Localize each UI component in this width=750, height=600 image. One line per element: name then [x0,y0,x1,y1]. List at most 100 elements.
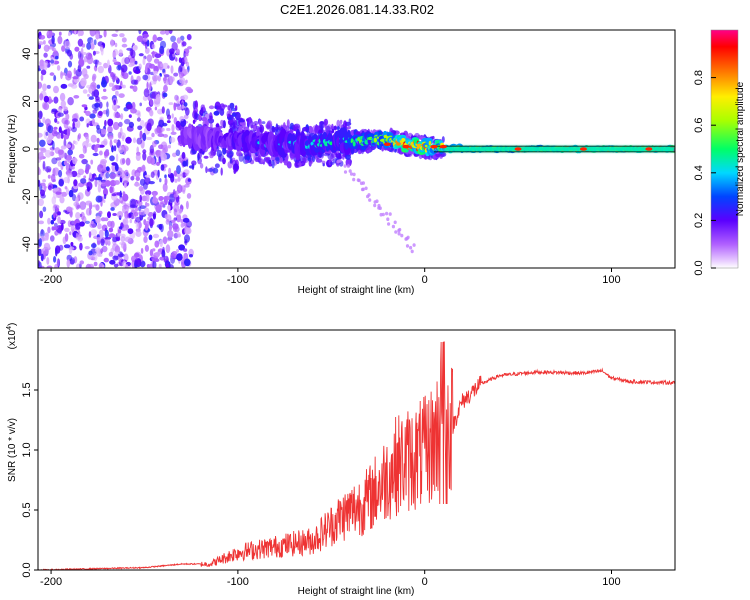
spectrogram-x-axis: -200 -100 0 100 [40,268,621,286]
spectrogram-cell [43,102,50,111]
spectrogram-cell [56,134,62,139]
spectrogram-cell [312,155,316,163]
spectrogram-cell [93,39,97,46]
spectrogram-cell [398,227,402,232]
spectrogram-cell [86,42,92,50]
spectrogram-cell [283,122,286,130]
spectrogram-y-tick-label: -40 [21,236,33,252]
spectrogram-cell [168,210,172,214]
spectrogram-cell [101,245,108,253]
spectrogram-cell [68,189,74,198]
spectrogram-cell [68,246,75,250]
spectrogram-cell [64,119,70,125]
spectrogram-cell [147,212,154,217]
spectrogram-cell [182,68,189,75]
spectrogram-ridge-peak [373,137,377,143]
spectrogram-cell [128,114,132,118]
spectrogram-cell [136,146,139,154]
spectrogram-cell [108,251,114,257]
spectrogram-cell [86,65,91,69]
spectrogram-cell [181,104,185,109]
spectrogram-cell [84,134,89,140]
snr-x-label: Height of straight line (km) [298,586,415,597]
spectrogram-cell [117,131,122,139]
spectrogram-cell [39,59,45,67]
spectrogram-cell [111,33,118,37]
spectrogram-cell [98,110,103,116]
spectrogram-cell [103,62,108,69]
spectrogram-cell [343,120,347,130]
spectrogram-cell [111,193,117,197]
spectrogram-cell [391,224,395,229]
spectrogram-ridge-peak [352,141,356,147]
spectrogram-cell [162,183,168,192]
spectrogram-cell [378,206,382,210]
spectrogram-cell [58,31,62,36]
spectrogram-cell [130,176,135,181]
spectrogram-cell [203,110,208,115]
spectrogram-cell [122,218,129,225]
spectrogram-cell [144,174,151,178]
spectrogram-cell [72,140,76,144]
spectrogram-cell [169,264,174,268]
spectrogram-cell [319,121,325,130]
spectrogram-cell [188,165,195,169]
spectrogram-cell [126,104,133,110]
spectrogram-cell [142,33,149,38]
spectrogram-cell [234,105,238,111]
spectrogram-cell [165,219,170,225]
spectrogram-cell [222,157,226,165]
colorbar-label: Normalized spectral amplitude [735,81,746,216]
spectrogram-cell [70,242,74,247]
spectrogram-cell [282,160,289,164]
spectrogram-cell [119,190,122,200]
spectrogram-cell [138,30,142,35]
spectrogram-cell [258,119,262,126]
spectrogram-cell [167,65,170,69]
spectrogram-cell [158,196,164,201]
spectrogram-cell [176,231,181,238]
spectrogram-cell [148,181,155,185]
spectrogram-cell [58,169,63,178]
spectrogram-cell [88,263,95,268]
spectrogram-cell [63,138,67,148]
spectrogram-cell [75,69,82,77]
spectrogram-cell [61,45,66,52]
spectrogram-cell [69,209,73,218]
spectrogram-cell [276,125,281,129]
spectrogram-cell [159,178,162,183]
spectrogram-cell [86,123,89,128]
spectrogram-cell [83,175,87,179]
spectrogram-cell [146,122,152,132]
spectrogram-cell [45,131,49,136]
spectrogram-cell [98,101,103,109]
spectrogram-cell [134,79,139,85]
spectrogram-cell [222,104,228,108]
spectrogram-cell [115,153,119,162]
spectrogram-cell [60,145,67,150]
spectrogram-cell [136,35,144,43]
spectrogram-cell [50,59,54,64]
spectrogram-cell [56,121,60,125]
spectrogram-cell [89,222,97,229]
spectrogram-cell [176,213,182,223]
spectrogram-cell [113,145,117,152]
spectrogram-cell [156,161,160,166]
spectrogram-cell [67,97,74,106]
spectrogram-cell [331,128,335,134]
spectrogram-cell [174,94,179,101]
spectrogram-cell [77,168,85,175]
spectrogram-cell [132,85,138,92]
spectrogram-cell [44,233,49,241]
spectrogram-cell [183,114,189,120]
spectrogram-cell [202,104,206,112]
spectrogram-cell [259,124,265,134]
spectrogram-cell [99,150,103,156]
spectrogram-cell [74,122,78,129]
spectrogram-cell [60,83,68,89]
spectrogram-cell [128,63,134,68]
spectrogram-cell [96,239,101,246]
spectrogram-cell [137,200,143,207]
spectrogram-cell [151,50,155,59]
